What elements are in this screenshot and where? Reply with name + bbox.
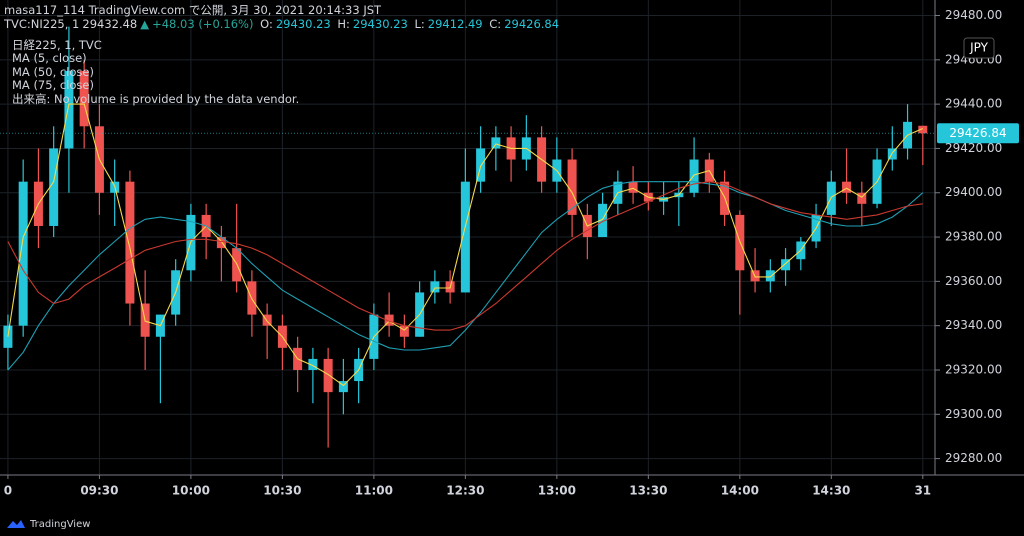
price: 29432.48 bbox=[82, 17, 138, 31]
candle-body bbox=[857, 192, 867, 204]
candle-body bbox=[689, 159, 699, 193]
x-tick-label: 10:30 bbox=[263, 484, 301, 498]
candle-body bbox=[338, 381, 348, 393]
candle-body bbox=[308, 358, 318, 370]
close: 29426.84 bbox=[504, 17, 560, 31]
candle-body bbox=[49, 148, 59, 226]
y-tick-label: 29400.00 bbox=[945, 185, 1002, 199]
y-tick-label: 29300.00 bbox=[945, 407, 1002, 421]
y-tick-label: 29360.00 bbox=[945, 274, 1002, 288]
y-tick-label: 29320.00 bbox=[945, 362, 1002, 376]
candle-body bbox=[64, 70, 74, 149]
x-tick-label: 14:00 bbox=[721, 484, 759, 498]
x-tick-label: 31 bbox=[914, 484, 931, 498]
candle-body bbox=[765, 270, 775, 282]
candle-body bbox=[79, 70, 89, 127]
candle-body bbox=[567, 159, 577, 215]
legend: 日経225, 1, TVC MA (5, close) MA (50, clos… bbox=[12, 38, 300, 106]
candle-body bbox=[262, 314, 272, 326]
o-label: O: bbox=[260, 17, 273, 31]
y-tick-label: 29340.00 bbox=[945, 318, 1002, 332]
ma-line bbox=[7, 181, 923, 331]
unit-label: JPY bbox=[969, 41, 989, 55]
low: 29412.49 bbox=[427, 17, 483, 31]
change: +48.03 (+0.16%) bbox=[152, 17, 254, 31]
legend-entry: MA (50, close) bbox=[12, 64, 94, 79]
candle-body bbox=[460, 181, 470, 293]
candle-body bbox=[216, 237, 226, 249]
x-tick-label: 11:00 bbox=[355, 484, 393, 498]
candle-body bbox=[125, 181, 135, 304]
legend-entry: MA (5, close) bbox=[12, 51, 87, 66]
volume-note: 出来高: No volume is provided by the data v… bbox=[12, 91, 300, 106]
unit-box bbox=[963, 37, 995, 59]
x-tick-label: 13:30 bbox=[629, 484, 667, 498]
h-label: H: bbox=[337, 17, 350, 31]
legend-entry: MA (75, close) bbox=[12, 78, 94, 93]
y-tick-label: 29480.00 bbox=[945, 8, 1002, 22]
logo bbox=[7, 520, 25, 528]
candle-body bbox=[430, 281, 440, 293]
candle-body bbox=[842, 181, 852, 193]
candle-body bbox=[598, 203, 608, 238]
candle-body bbox=[476, 148, 486, 182]
ma-line bbox=[7, 103, 924, 387]
y-tick-label: 29420.00 bbox=[945, 141, 1002, 155]
candle-body bbox=[491, 137, 501, 149]
open: 29430.23 bbox=[275, 17, 331, 31]
x-tick-label: 0 bbox=[4, 484, 12, 498]
l-label: L: bbox=[414, 17, 425, 31]
candle-body bbox=[628, 181, 638, 193]
price-tag-label: 29426.84 bbox=[949, 126, 1006, 140]
symbol: TVC:NI225, 1 bbox=[4, 17, 80, 31]
up-arrow: ▲ bbox=[140, 17, 150, 31]
header-title: masa117_114 TradingView.com で公開, 3月 30, … bbox=[4, 3, 382, 17]
x-tick-label: 14:30 bbox=[812, 484, 850, 498]
c-label: C: bbox=[489, 17, 502, 31]
header-quote: TVC:NI225, 1 29432.48 ▲ +48.03 (+0.16%) O: 2… bbox=[4, 17, 562, 31]
y-tick-label: 29380.00 bbox=[945, 230, 1002, 244]
candle-body bbox=[18, 181, 28, 326]
legend-title: 日経225, 1, TVC bbox=[12, 38, 102, 52]
x-tick-label: 10:00 bbox=[172, 484, 210, 498]
x-tick-label: 13:00 bbox=[538, 484, 576, 498]
candle-body bbox=[781, 259, 791, 271]
y-tick-label: 29440.00 bbox=[945, 97, 1002, 111]
candle-body bbox=[918, 125, 928, 134]
footer[interactable]: TradingView bbox=[6, 518, 90, 530]
high: 29430.23 bbox=[352, 17, 408, 31]
brand: TradingView bbox=[30, 518, 91, 530]
candle-body bbox=[399, 325, 409, 337]
y-tick-label: 29280.00 bbox=[945, 451, 1002, 465]
candle-body bbox=[323, 358, 333, 393]
candle-body bbox=[384, 314, 394, 326]
x-tick-label: 09:30 bbox=[80, 484, 118, 498]
x-tick-label: 12:30 bbox=[446, 484, 484, 498]
price-tag bbox=[937, 123, 1019, 144]
